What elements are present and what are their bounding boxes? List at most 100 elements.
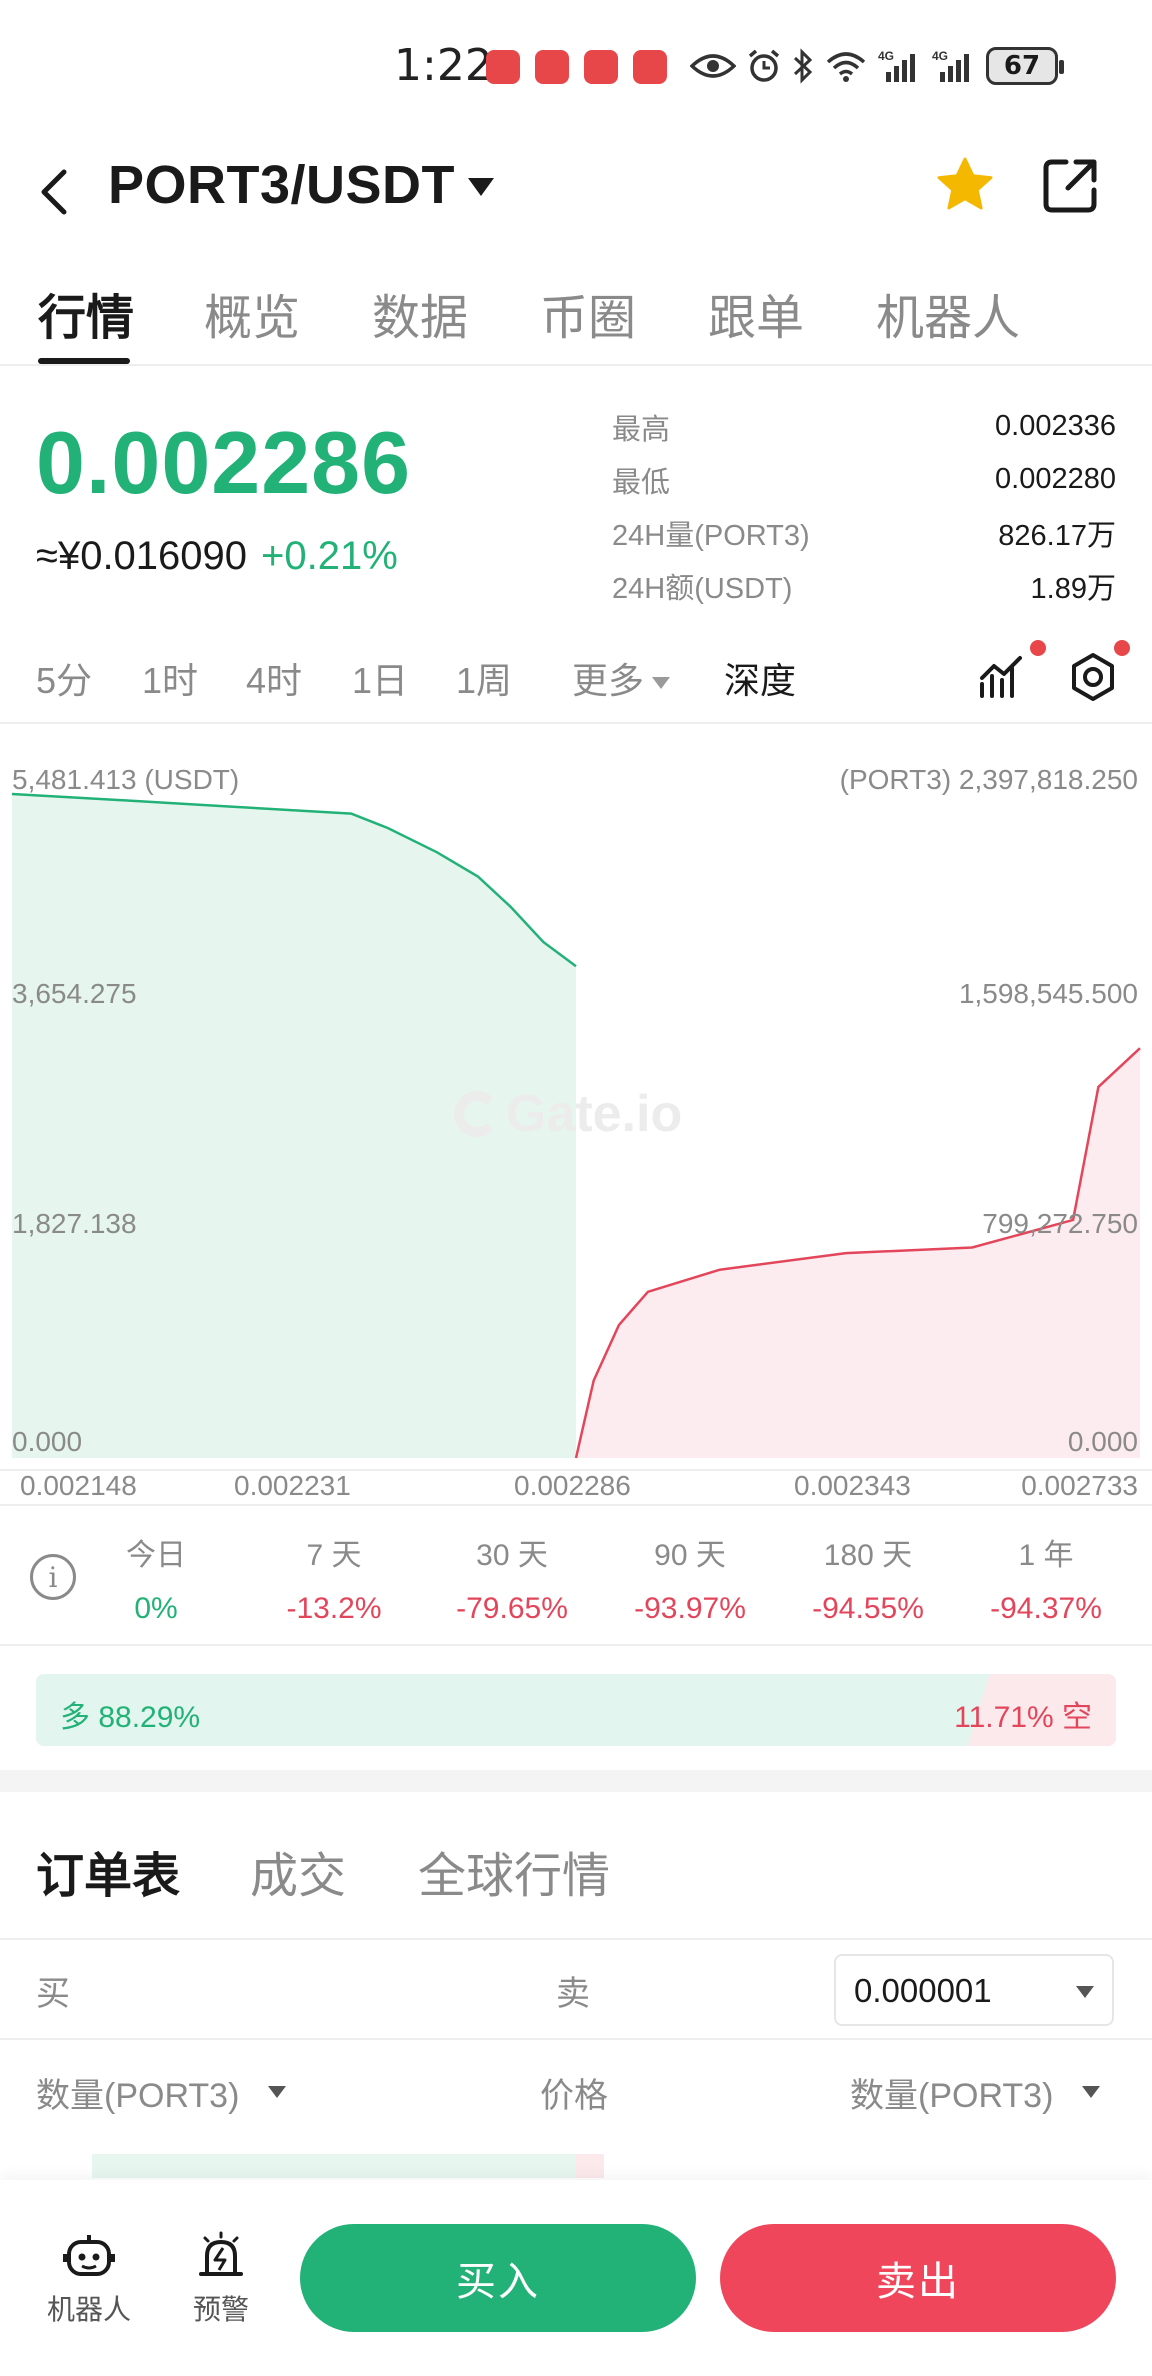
robot-nav-label: 机器人 <box>46 2294 131 2325</box>
tab-overview[interactable]: 概览 <box>204 292 301 345</box>
x-axis-label: 0.002343 <box>794 1470 911 1501</box>
settings-icon[interactable] <box>1066 650 1120 704</box>
tab-market[interactable]: 行情 <box>38 292 135 345</box>
chevron-down-icon <box>652 677 671 690</box>
precision-select[interactable]: 0.000001 <box>834 1954 1114 2026</box>
tab-global-market[interactable]: 全球行情 <box>418 1850 611 1903</box>
x-axis-label: 0.002733 <box>1021 1470 1138 1501</box>
gate-logo-icon <box>454 1091 500 1137</box>
stat-turnover: 24H额(USDT) 1.89万 <box>612 559 1116 612</box>
section-divider <box>0 1770 1152 1792</box>
ask-depth-line <box>574 1047 1141 1459</box>
stat-volume: 24H量(PORT3) 826.17万 <box>612 506 1116 559</box>
pair-dropdown-icon[interactable] <box>468 178 494 196</box>
performance-period: 今日 <box>126 1539 186 1572</box>
long-short-ratio-bar: 多 88.29% 11.71% 空 <box>36 1674 1116 1746</box>
performance-item: 180 天 -94.55% <box>778 1530 958 1626</box>
chevron-down-icon[interactable] <box>1082 2086 1100 2098</box>
app-notification-icon <box>584 50 618 84</box>
performance-item: 1 年 -94.37% <box>956 1530 1136 1626</box>
bottom-action-bar: 机器人 预警 买入 卖出 <box>0 2180 1152 2376</box>
buy-button[interactable]: 买入 <box>300 2224 696 2332</box>
back-icon[interactable] <box>32 162 82 222</box>
alert-nav-item[interactable]: 预警 <box>166 2230 276 2328</box>
indicator-icon[interactable] <box>976 650 1030 704</box>
performance-change: -13.2% <box>286 1592 382 1625</box>
performance-change: -94.37% <box>990 1592 1102 1625</box>
alarm-bell-icon <box>195 2230 247 2282</box>
sell-side-label: 卖 <box>556 1975 590 2013</box>
ticker-stats: 最高 0.002336 最低 0.002280 24H量(PORT3) 826.… <box>612 400 1116 612</box>
interval-5m[interactable]: 5分 <box>36 660 93 701</box>
stat-value: 0.002336 <box>995 410 1116 442</box>
interval-4h[interactable]: 4时 <box>246 660 303 701</box>
tab-copy-trading[interactable]: 跟单 <box>708 292 805 345</box>
performance-item: 7 天 -13.2% <box>244 1530 424 1626</box>
right-axis-label: 1,598,545.500 <box>958 978 1138 1009</box>
short-ratio-label: 11.71% 空 <box>954 1701 1092 1734</box>
alert-nav-label: 预警 <box>192 2294 249 2325</box>
sell-button[interactable]: 卖出 <box>720 2224 1116 2332</box>
performance-row: i 今日 0% 7 天 -13.2% 30 天 -79.65% 90 天 -93.97% 180… <box>0 1504 1152 1646</box>
interval-1h[interactable]: 1时 <box>142 660 199 701</box>
signal-4g-icon: 4G <box>932 46 976 86</box>
info-icon[interactable]: i <box>30 1554 76 1600</box>
tab-trades[interactable]: 成交 <box>250 1850 347 1903</box>
header: PORT3/USDT <box>0 140 1152 250</box>
left-axis-label: 3,654.275 <box>12 978 137 1009</box>
left-axis-label: 5,481.413 (USDT) <box>12 764 240 795</box>
stat-label: 24H额(USDT) <box>612 572 793 605</box>
status-bar: 1:22 4G 4G 67 <box>0 0 1152 140</box>
x-axis-label: 0.002231 <box>234 1470 351 1501</box>
last-price: 0.002286 <box>36 413 412 512</box>
interval-1d[interactable]: 1日 <box>352 660 409 701</box>
interval-1w[interactable]: 1周 <box>456 660 513 701</box>
robot-nav-item[interactable]: 机器人 <box>34 2230 144 2328</box>
x-axis-label: 0.002148 <box>20 1470 137 1501</box>
performance-change: -94.55% <box>812 1592 924 1625</box>
interval-more[interactable]: 更多 <box>572 652 671 704</box>
stat-value: 826.17万 <box>998 519 1116 552</box>
tab-bots[interactable]: 机器人 <box>876 292 1021 345</box>
chevron-down-icon[interactable] <box>268 2086 286 2098</box>
notification-dot <box>1030 640 1046 656</box>
left-axis-label: 1,827.138 <box>12 1208 137 1239</box>
interval-more-label: 更多 <box>572 660 645 701</box>
ask-depth-bar <box>576 2154 604 2178</box>
stat-low: 最低 0.002280 <box>612 453 1116 506</box>
favorite-star-icon[interactable] <box>932 152 998 218</box>
share-icon[interactable] <box>1040 154 1102 216</box>
depth-chart-svg <box>0 792 1152 1471</box>
precision-value: 0.000001 <box>854 1972 992 2009</box>
col-qty-left[interactable]: 数量(PORT3) <box>36 2068 239 2117</box>
stat-label: 最高 <box>612 413 671 446</box>
buy-side-label: 买 <box>36 1975 70 2013</box>
col-qty-right[interactable]: 数量(PORT3) <box>850 2068 1053 2117</box>
signal-4g-icon: 4G <box>878 46 922 86</box>
main-tabs: 行情 概览 数据 币圈 跟单 机器人 <box>0 270 1152 366</box>
notification-dot <box>1114 640 1130 656</box>
interval-depth[interactable]: 深度 <box>724 660 797 701</box>
performance-period: 30 天 <box>476 1539 548 1572</box>
orderbook-depth-bars <box>92 2154 604 2178</box>
cny-value: ≈¥0.016090 <box>36 534 248 578</box>
pair-title[interactable]: PORT3/USDT <box>108 155 456 215</box>
price-change: +0.21% <box>261 534 398 578</box>
performance-period: 7 天 <box>306 1539 362 1572</box>
tab-data[interactable]: 数据 <box>372 292 469 345</box>
eye-icon <box>690 46 736 86</box>
chevron-down-icon <box>1076 1986 1094 1998</box>
system-icons: 4G 4G 67 <box>690 46 1064 86</box>
performance-item: 今日 0% <box>66 1530 246 1626</box>
orderbook-tabs: 订单表 成交 全球行情 <box>0 1792 1152 1940</box>
stat-value: 1.89万 <box>1030 572 1116 605</box>
performance-period: 90 天 <box>654 1539 726 1572</box>
tab-community[interactable]: 币圈 <box>540 292 637 345</box>
performance-change: -79.65% <box>456 1592 568 1625</box>
long-ratio-label: 多 88.29% <box>60 1701 201 1734</box>
wifi-icon <box>824 46 868 86</box>
tab-orderbook[interactable]: 订单表 <box>36 1850 181 1903</box>
bid-depth-area <box>12 794 576 1458</box>
svg-text:4G: 4G <box>878 49 894 63</box>
right-axis-label: 0.000 <box>1067 1426 1138 1457</box>
